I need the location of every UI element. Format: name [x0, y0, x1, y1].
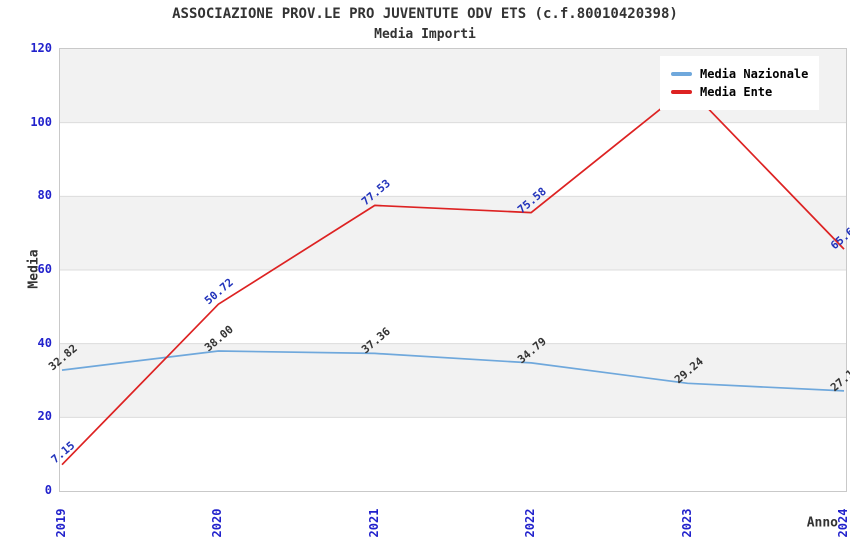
legend-swatch-icon — [671, 72, 692, 76]
x-tick-label: 2021 — [366, 508, 381, 538]
plot-area — [59, 48, 847, 492]
plot-band — [60, 343, 846, 418]
plot-band — [60, 122, 846, 197]
legend-row: Media Ente — [671, 85, 808, 99]
plot-band — [60, 196, 846, 270]
y-tick-label: 60 — [37, 262, 52, 276]
legend-row: Media Nazionale — [671, 67, 808, 81]
plot-band — [60, 417, 846, 491]
series-line-media-ente — [61, 86, 845, 466]
x-tick-label: 2019 — [54, 508, 68, 538]
y-tick-label: 20 — [37, 409, 52, 424]
y-tick-label: 0 — [44, 483, 52, 497]
x-tick-label: 2022 — [523, 508, 538, 538]
x-tick-label: 2020 — [210, 508, 225, 538]
legend-label: Media Ente — [700, 85, 773, 99]
x-axis-title: Anno — [806, 515, 838, 531]
x-tick-label: 2024 — [836, 508, 850, 538]
y-tick-label: 80 — [37, 188, 52, 203]
x-tick-label: 2023 — [679, 508, 694, 538]
legend-label: Media Nazionale — [700, 67, 809, 81]
line-chart-svg — [60, 49, 846, 491]
chart-title: ASSOCIAZIONE PROV.LE PRO JUVENTUTE ODV E… — [172, 6, 678, 22]
y-tick-label: 100 — [30, 114, 52, 129]
y-tick-label: 40 — [37, 335, 52, 350]
plot-band — [60, 270, 846, 344]
y-tick-label: 120 — [30, 41, 52, 55]
legend-swatch-icon — [671, 90, 692, 94]
legend: Media Nazionale Media Ente — [660, 56, 820, 110]
chart-subtitle: Media Importi — [374, 27, 476, 42]
series-line-media-nazionale — [61, 350, 845, 392]
